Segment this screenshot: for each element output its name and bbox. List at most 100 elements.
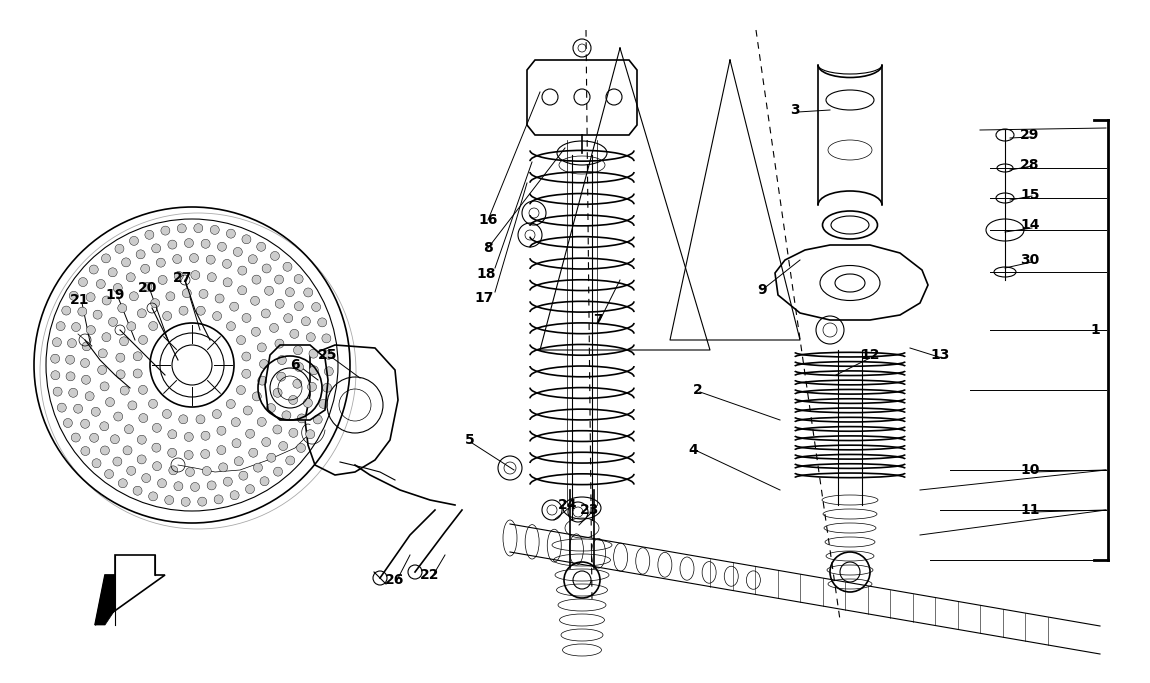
Text: 22: 22 bbox=[420, 568, 439, 582]
Text: 12: 12 bbox=[860, 348, 880, 362]
Text: 4: 4 bbox=[688, 443, 698, 457]
Circle shape bbox=[297, 443, 306, 452]
Text: 3: 3 bbox=[790, 103, 799, 117]
Circle shape bbox=[133, 352, 143, 361]
Circle shape bbox=[184, 450, 193, 460]
Circle shape bbox=[118, 479, 128, 488]
Circle shape bbox=[122, 258, 131, 267]
Circle shape bbox=[262, 264, 271, 273]
Circle shape bbox=[115, 245, 124, 253]
Circle shape bbox=[178, 415, 187, 424]
Text: 19: 19 bbox=[106, 288, 124, 302]
Circle shape bbox=[51, 371, 60, 380]
Circle shape bbox=[199, 290, 208, 298]
Text: 17: 17 bbox=[474, 291, 493, 305]
Text: 29: 29 bbox=[1020, 128, 1040, 142]
Circle shape bbox=[158, 479, 167, 488]
Circle shape bbox=[264, 286, 274, 295]
Text: 25: 25 bbox=[319, 348, 338, 362]
Circle shape bbox=[81, 359, 90, 367]
Circle shape bbox=[206, 255, 215, 264]
Circle shape bbox=[324, 350, 333, 359]
Circle shape bbox=[156, 258, 166, 267]
Circle shape bbox=[116, 353, 125, 362]
Circle shape bbox=[152, 443, 161, 452]
Circle shape bbox=[269, 324, 278, 333]
Circle shape bbox=[223, 278, 232, 287]
Text: 13: 13 bbox=[930, 348, 950, 362]
Circle shape bbox=[217, 242, 227, 251]
Circle shape bbox=[100, 422, 109, 431]
Circle shape bbox=[217, 426, 225, 435]
Text: 16: 16 bbox=[478, 213, 498, 227]
Circle shape bbox=[231, 417, 240, 427]
Circle shape bbox=[313, 415, 322, 424]
Circle shape bbox=[78, 307, 86, 316]
Circle shape bbox=[92, 459, 101, 468]
Circle shape bbox=[304, 288, 313, 297]
Text: 20: 20 bbox=[138, 281, 158, 295]
Circle shape bbox=[139, 414, 148, 423]
Text: 10: 10 bbox=[1020, 463, 1040, 477]
Circle shape bbox=[151, 298, 160, 307]
Circle shape bbox=[108, 268, 117, 277]
Circle shape bbox=[56, 322, 66, 331]
Circle shape bbox=[90, 265, 98, 274]
Circle shape bbox=[242, 313, 251, 322]
Circle shape bbox=[246, 429, 254, 438]
Circle shape bbox=[63, 419, 72, 428]
Circle shape bbox=[66, 372, 75, 381]
Circle shape bbox=[248, 448, 258, 457]
Circle shape bbox=[168, 448, 177, 458]
Circle shape bbox=[215, 294, 224, 303]
Circle shape bbox=[143, 282, 152, 291]
Circle shape bbox=[252, 327, 260, 336]
Circle shape bbox=[137, 309, 146, 318]
Circle shape bbox=[196, 415, 205, 424]
Circle shape bbox=[148, 492, 158, 501]
Circle shape bbox=[140, 264, 150, 273]
Circle shape bbox=[116, 370, 125, 379]
Circle shape bbox=[93, 310, 102, 319]
Circle shape bbox=[207, 273, 216, 281]
Circle shape bbox=[159, 275, 167, 284]
Circle shape bbox=[69, 389, 78, 398]
Circle shape bbox=[277, 356, 286, 365]
Circle shape bbox=[258, 417, 267, 426]
Circle shape bbox=[85, 391, 94, 401]
Circle shape bbox=[267, 404, 276, 413]
Circle shape bbox=[66, 355, 75, 364]
Circle shape bbox=[102, 333, 110, 342]
Circle shape bbox=[304, 398, 313, 408]
Circle shape bbox=[301, 317, 310, 326]
Circle shape bbox=[137, 455, 146, 464]
Circle shape bbox=[71, 322, 80, 331]
Circle shape bbox=[290, 329, 299, 338]
Circle shape bbox=[102, 296, 112, 305]
Circle shape bbox=[289, 395, 298, 404]
Circle shape bbox=[227, 322, 236, 331]
Circle shape bbox=[183, 289, 191, 298]
Polygon shape bbox=[95, 575, 115, 625]
Circle shape bbox=[275, 275, 284, 284]
Circle shape bbox=[201, 449, 209, 458]
Circle shape bbox=[201, 239, 210, 248]
Circle shape bbox=[319, 400, 328, 408]
Circle shape bbox=[97, 279, 106, 288]
Circle shape bbox=[230, 490, 239, 500]
Circle shape bbox=[71, 433, 80, 442]
Circle shape bbox=[53, 387, 62, 396]
Text: 5: 5 bbox=[465, 433, 475, 447]
Circle shape bbox=[152, 244, 161, 253]
Circle shape bbox=[238, 285, 247, 295]
Circle shape bbox=[191, 270, 200, 279]
Circle shape bbox=[252, 392, 261, 401]
Circle shape bbox=[256, 242, 266, 251]
Circle shape bbox=[130, 292, 138, 301]
Circle shape bbox=[198, 497, 207, 506]
Circle shape bbox=[98, 365, 107, 374]
Circle shape bbox=[278, 441, 288, 451]
Circle shape bbox=[86, 326, 95, 335]
Circle shape bbox=[232, 438, 242, 448]
Circle shape bbox=[237, 335, 246, 345]
